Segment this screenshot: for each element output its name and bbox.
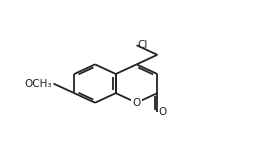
Text: Cl: Cl <box>138 40 148 50</box>
Text: OCH₃: OCH₃ <box>25 79 52 89</box>
Text: O: O <box>158 107 167 117</box>
Text: O: O <box>132 98 141 108</box>
